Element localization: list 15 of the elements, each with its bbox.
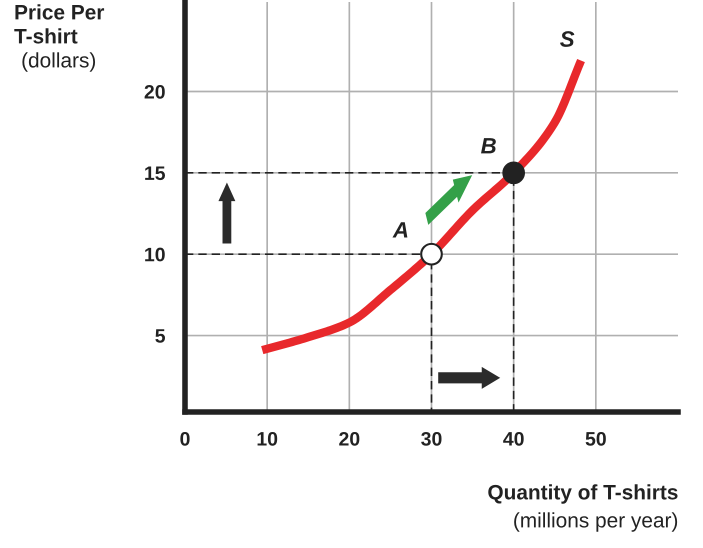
annotation: S bbox=[560, 31, 574, 47]
y-tick-label: 20 bbox=[144, 84, 165, 99]
x-tick-label: 10 bbox=[258, 432, 278, 446]
x-tick-label: 50 bbox=[586, 432, 606, 446]
y-tick-label: 5 bbox=[155, 329, 166, 343]
annotation: B bbox=[481, 138, 496, 154]
x-tick-label: 0 bbox=[180, 432, 190, 446]
annotation: A bbox=[392, 222, 408, 238]
x-tick-label: 30 bbox=[421, 432, 442, 446]
y-tick-label: 15 bbox=[145, 166, 166, 180]
x-tick-label: 20 bbox=[339, 432, 360, 446]
y-axis-title: Price Per T-shirt (dollars) bbox=[14, 4, 104, 72]
x-tick-label: 40 bbox=[503, 432, 524, 446]
x-axis-title: Quantity of T-shirts (millions per year) bbox=[488, 484, 678, 532]
y-tick-label: 10 bbox=[145, 248, 165, 262]
